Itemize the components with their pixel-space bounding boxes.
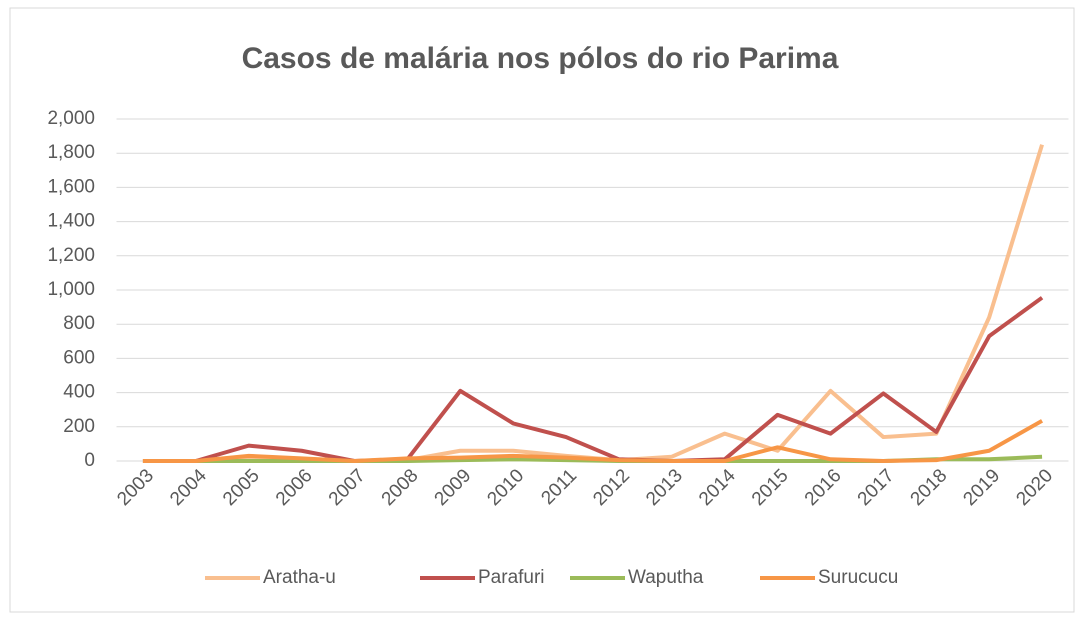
chart-title: Casos de malária nos pólos do rio Parima — [242, 42, 839, 75]
y-tick-label: 600 — [63, 347, 95, 368]
legend-label: Waputha — [628, 567, 704, 588]
y-tick-label: 400 — [63, 382, 95, 403]
y-tick-label: 1,200 — [47, 245, 95, 266]
y-tick-label: 1,800 — [47, 142, 95, 163]
legend-label: Surucucu — [818, 567, 898, 588]
y-tick-label: 200 — [63, 416, 95, 437]
y-tick-label: 0 — [84, 450, 95, 471]
y-tick-label: 1,000 — [47, 279, 95, 300]
series-line — [142, 419, 1044, 463]
y-tick-label: 1,600 — [47, 176, 95, 197]
series-line — [142, 296, 1044, 463]
y-tick-label: 1,400 — [47, 211, 95, 232]
chart-border — [9, 7, 1075, 613]
legend-label: Aratha-u — [263, 567, 336, 588]
y-tick-label: 800 — [63, 313, 95, 334]
legend-label: Parafuri — [478, 567, 545, 588]
y-tick-label: 2,000 — [47, 108, 95, 129]
